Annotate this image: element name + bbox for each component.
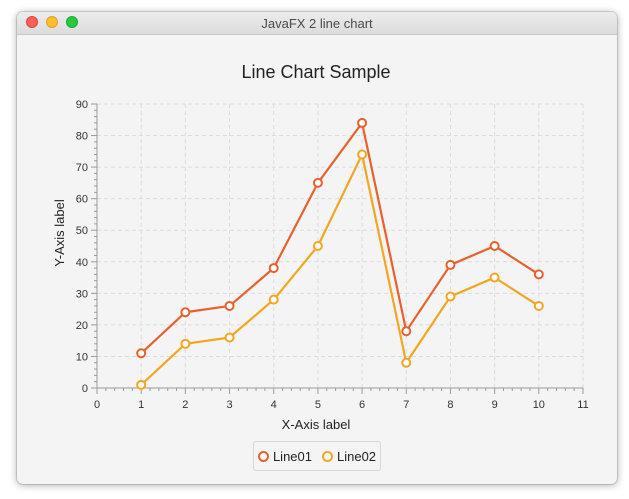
window-title: JavaFX 2 line chart xyxy=(261,16,373,31)
y-tick-label: 0 xyxy=(82,383,88,395)
y-tick-label: 30 xyxy=(76,288,88,300)
x-axis-label: X-Axis label xyxy=(282,417,351,432)
data-point xyxy=(357,117,368,128)
x-tick-label: 6 xyxy=(359,399,365,411)
x-tick-label: 10 xyxy=(533,399,545,411)
legend-label: Line01 xyxy=(272,448,312,464)
y-tick-label: 70 xyxy=(76,162,88,174)
data-point xyxy=(533,300,544,311)
x-tick-label: 0 xyxy=(94,399,100,411)
y-axis-label: Y-Axis label xyxy=(52,199,67,267)
y-tick-label: 10 xyxy=(76,351,88,363)
y-tick-label: 60 xyxy=(76,194,88,206)
x-tick-label: 4 xyxy=(271,399,277,411)
data-point xyxy=(533,269,544,280)
line-chart: Line Chart Sample 0 1 2 3 4 5 6 7 8 9 10 11 0 10 20 30 4… xyxy=(52,62,589,432)
x-tick-label: 1 xyxy=(138,399,144,411)
y-tick-label: 80 xyxy=(76,131,88,143)
data-point xyxy=(312,241,323,251)
maximize-icon[interactable] xyxy=(66,16,78,28)
data-point xyxy=(180,307,191,318)
data-point xyxy=(268,263,279,274)
legend-label: Line02 xyxy=(337,448,377,464)
data-point xyxy=(224,332,235,343)
chart-title: Line Chart Sample xyxy=(241,62,390,82)
data-point xyxy=(224,300,235,311)
data-point xyxy=(445,259,456,270)
data-point xyxy=(357,149,368,160)
x-tick-label: 9 xyxy=(492,399,498,411)
data-point xyxy=(180,338,191,349)
legend-item-line01: Line01 xyxy=(257,448,312,464)
data-point xyxy=(445,291,456,302)
x-tick-label: 3 xyxy=(226,399,232,411)
x-tick-label: 5 xyxy=(315,399,321,411)
x-tick-label: 2 xyxy=(182,399,188,411)
series-line-line02 xyxy=(140,153,540,386)
legend-marker-icon xyxy=(322,450,333,462)
data-point xyxy=(136,348,147,359)
data-point xyxy=(136,379,147,390)
data-point xyxy=(489,241,500,251)
data-point xyxy=(489,272,500,283)
close-icon[interactable] xyxy=(26,16,38,28)
data-point xyxy=(401,326,412,337)
title-bar[interactable]: JavaFX 2 line chart xyxy=(17,12,617,35)
y-tick-label: 50 xyxy=(76,225,88,237)
legend: Line01 Line02 xyxy=(253,441,381,471)
minimize-icon[interactable] xyxy=(46,16,58,28)
y-tick-label: 90 xyxy=(76,99,88,111)
series-line-line01 xyxy=(140,121,540,355)
legend-marker-icon xyxy=(257,450,269,462)
y-tick-label: 20 xyxy=(76,320,88,332)
data-point xyxy=(401,357,412,368)
series xyxy=(136,117,544,390)
app-window: JavaFX 2 line chart Line Chart Sample 0 1… xyxy=(17,12,617,484)
chart-area: Line Chart Sample 0 1 2 3 4 5 6 7 8 9 10 11 0 10 20 30 4… xyxy=(17,35,617,484)
x-tick-label: 11 xyxy=(577,399,588,411)
legend-item-line02: Line02 xyxy=(322,449,376,464)
plot-background xyxy=(97,104,583,388)
axes: 0 1 2 3 4 5 6 7 8 9 10 11 0 10 20 30 40 50 60 70 80 90 xyxy=(76,99,589,411)
data-point xyxy=(312,177,323,188)
y-tick-label: 40 xyxy=(76,257,88,269)
data-point xyxy=(268,294,279,305)
x-tick-label: 8 xyxy=(447,399,453,411)
grid xyxy=(97,103,584,388)
x-tick-label: 7 xyxy=(403,399,409,411)
